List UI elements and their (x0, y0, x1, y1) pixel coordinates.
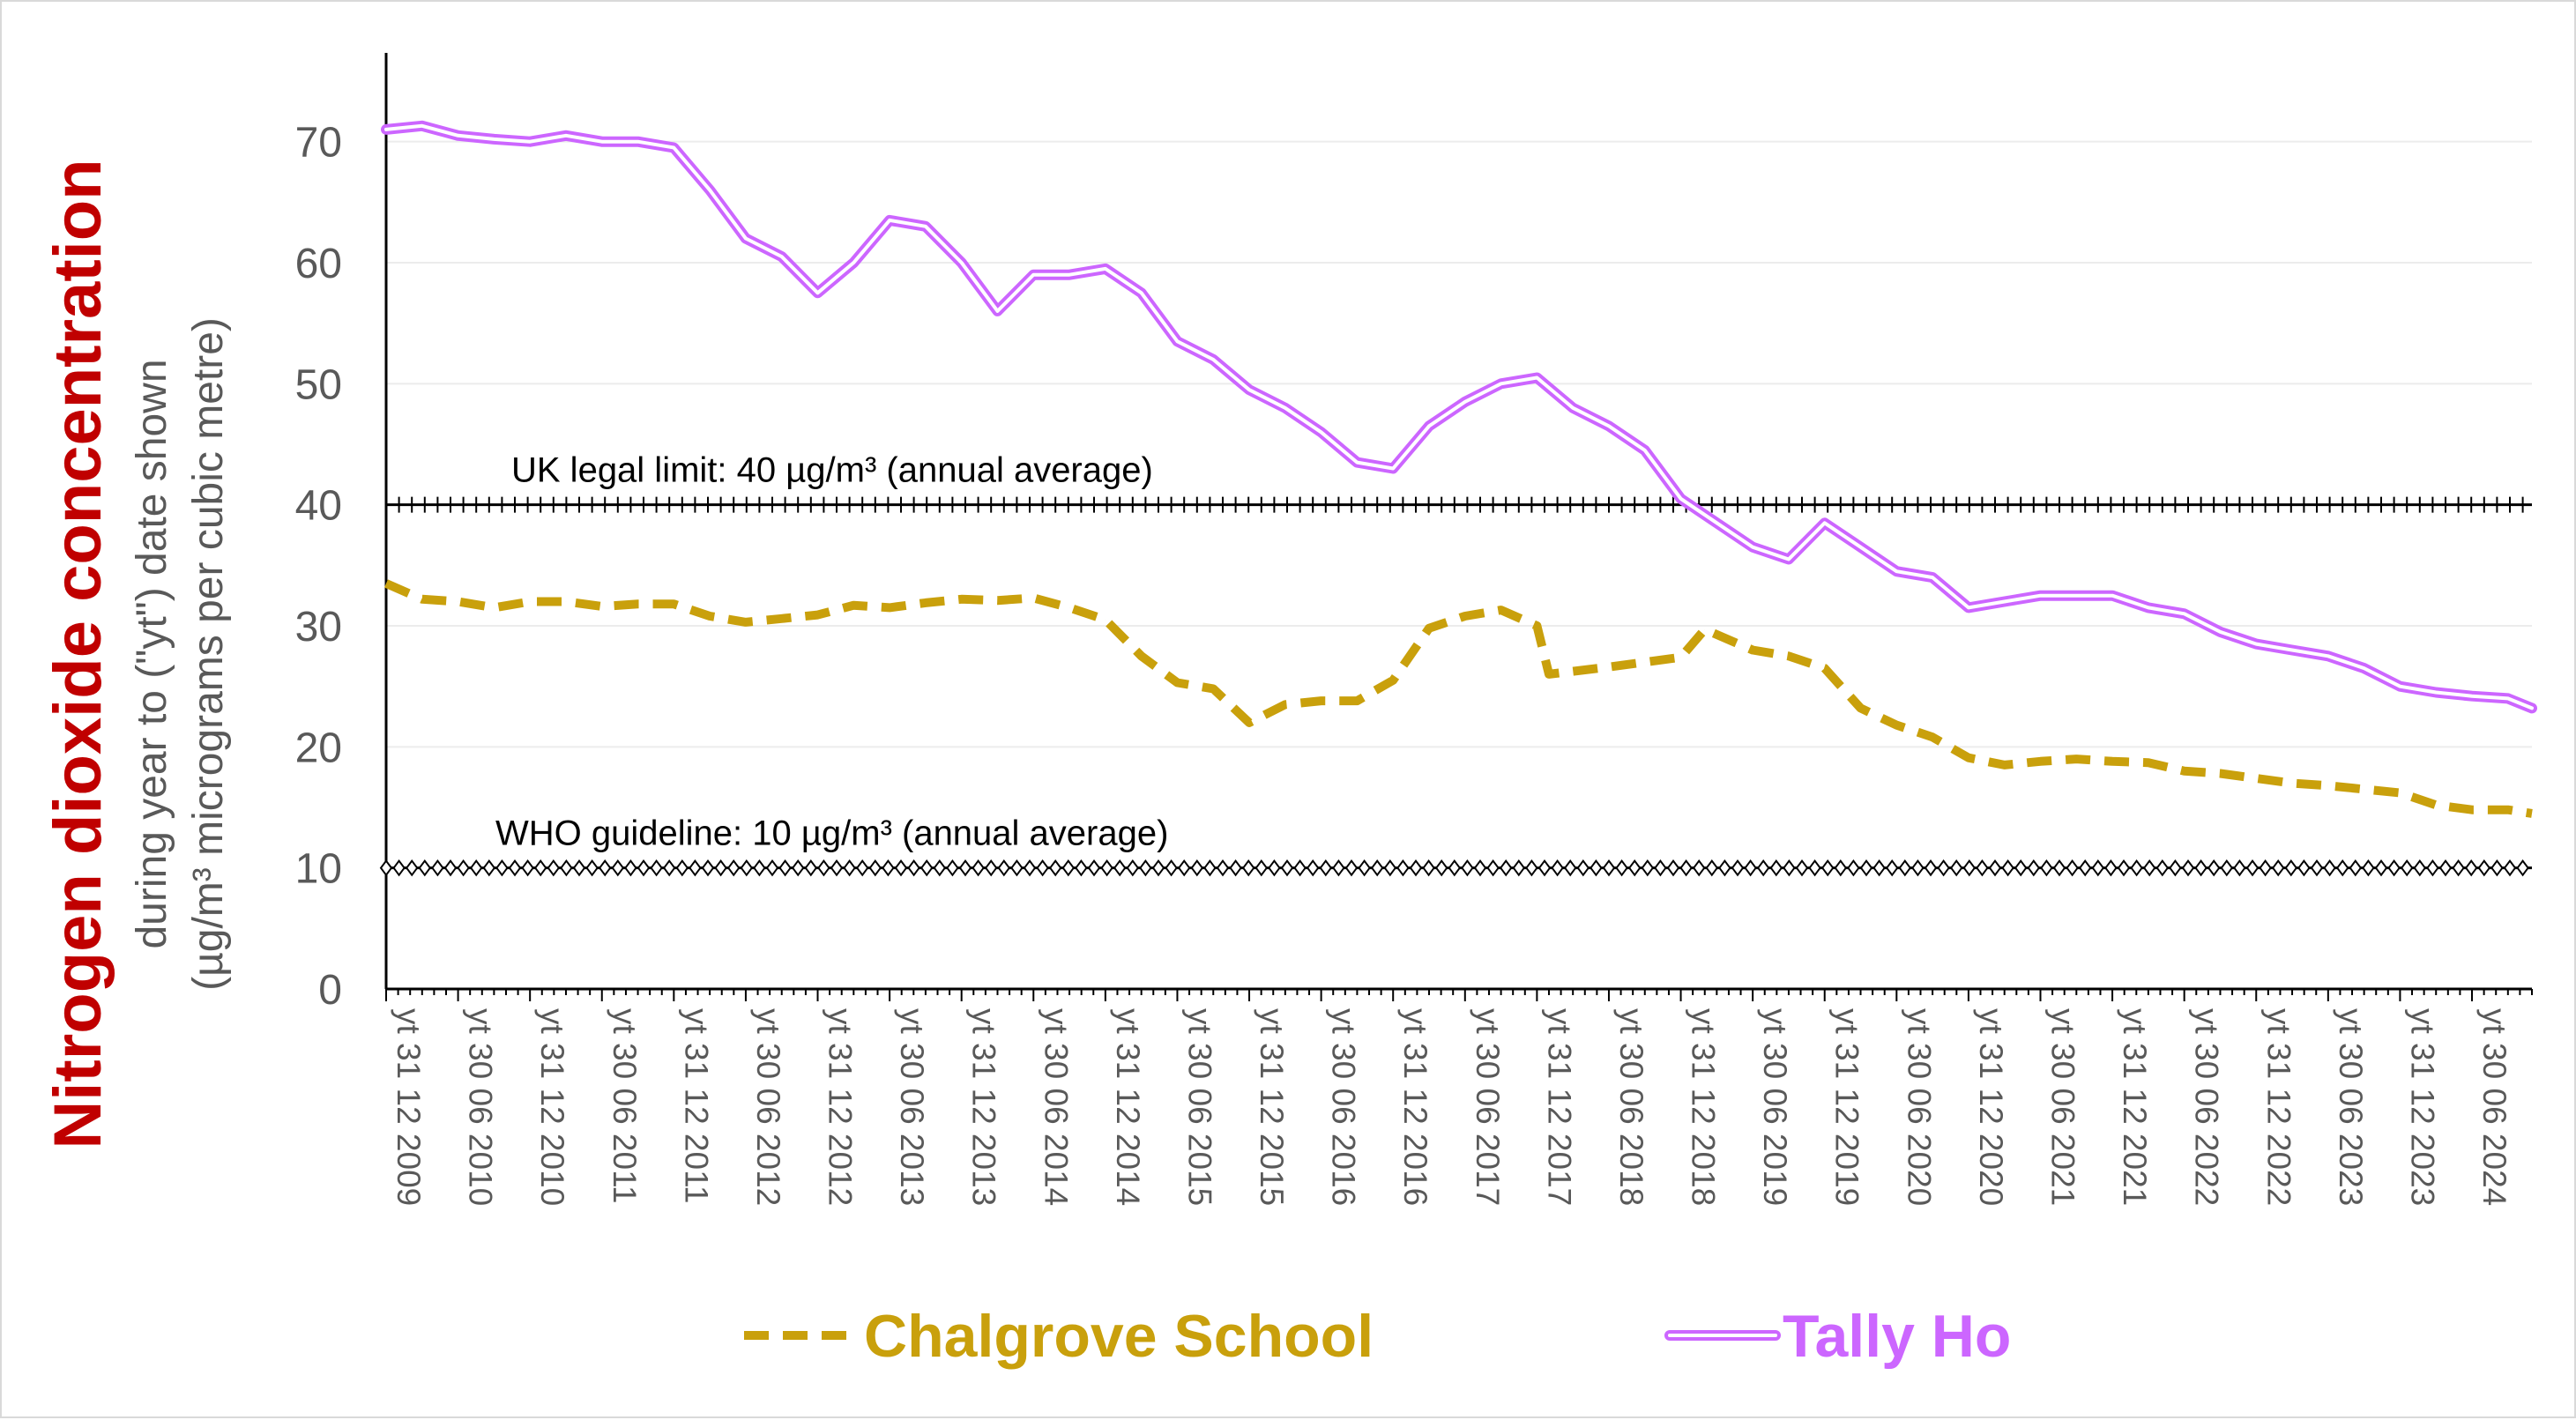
x-tick-label: yt 30 06 2019 (1757, 1008, 1793, 1206)
reference-label-10: WHO guideline: 10 µg/m³ (annual average) (495, 814, 1168, 853)
x-tick-label: yt 31 12 2022 (2260, 1008, 2297, 1206)
y-tick-label-30: 30 (295, 604, 342, 651)
x-tick-label: yt 31 12 2009 (391, 1008, 427, 1206)
x-tick-label: yt 30 06 2012 (750, 1008, 786, 1206)
series-line (386, 584, 2532, 814)
x-tick-label: yt 30 06 2010 (463, 1008, 499, 1206)
y-tick-labels: 0 10 20 30 40 50 60 70 (295, 120, 342, 1014)
x-tick-label: yt 30 06 2011 (607, 1008, 643, 1204)
x-tick-label: yt 31 12 2021 (2117, 1008, 2153, 1206)
x-tick-label: yt 31 12 2011 (678, 1008, 714, 1204)
x-tick-label: yt 31 12 2023 (2404, 1008, 2440, 1206)
legend-label: Tally Ho (1783, 1303, 2011, 1370)
x-tick-label: yt 31 12 2016 (1397, 1008, 1433, 1206)
y-tick-label-60: 60 (295, 241, 342, 287)
x-tick-label: yt 30 06 2020 (1901, 1008, 1937, 1206)
legend: Chalgrove School Tally Ho (744, 1303, 2011, 1370)
x-tick-label: yt 31 12 2018 (1686, 1008, 1722, 1206)
y-tick-label-0: 0 (318, 967, 342, 1014)
x-tick-label: yt 30 06 2017 (1470, 1008, 1506, 1206)
y-tick-label-70: 70 (295, 120, 342, 167)
x-tick-label: yt 30 06 2018 (1613, 1008, 1649, 1206)
x-tick-label: yt 31 12 2010 (534, 1008, 570, 1206)
x-tick-label: yt 30 06 2016 (1326, 1008, 1362, 1206)
x-tick-label: yt 31 12 2014 (1110, 1008, 1146, 1206)
x-tick-label: yt 30 06 2015 (1181, 1008, 1217, 1206)
y-tick-label-20: 20 (295, 725, 342, 771)
x-tick-label: yt 31 12 2012 (823, 1008, 859, 1206)
legend-item-chalgrove-school: Chalgrove School (744, 1303, 1374, 1370)
x-tick-label: yt 30 06 2013 (894, 1008, 930, 1206)
y-axis-titles: Nitrogen dioxide concentration during ye… (41, 159, 232, 1149)
series-chalgrove-school (386, 584, 2532, 814)
reference-lines: UK legal limit: 40 µg/m³ (annual average… (381, 451, 2532, 875)
y-tick-label-10: 10 (295, 846, 342, 893)
series-line-inner (386, 126, 2532, 709)
x-tick-label: yt 31 12 2015 (1254, 1008, 1290, 1206)
y-tick-label-40: 40 (295, 483, 342, 530)
x-tick-label: yt 30 06 2024 (2476, 1008, 2513, 1206)
y-axis-label-line2: (µg/m³ micrograms per cubic metre) (185, 317, 232, 991)
y-tick-label-50: 50 (295, 361, 342, 408)
chart-title: Nitrogen dioxide concentration (41, 159, 115, 1149)
reference-markers-10 (381, 861, 2528, 875)
legend-item-tally-ho: Tally Ho (1670, 1303, 2011, 1370)
y-axis-label-line1: during year to ("yt") date shown (129, 359, 175, 948)
series-tally-ho (386, 126, 2532, 709)
x-tick-label: yt 30 06 2022 (2189, 1008, 2225, 1206)
x-tick-label: yt 31 12 2013 (966, 1008, 1002, 1206)
x-tick-label: yt 31 12 2019 (1829, 1008, 1865, 1206)
x-tick-label: yt 30 06 2014 (1038, 1008, 1074, 1206)
x-tick-label: yt 30 06 2021 (2044, 1008, 2081, 1206)
series-line-outer (386, 126, 2532, 709)
legend-label: Chalgrove School (864, 1303, 1374, 1370)
reference-label-40: UK legal limit: 40 µg/m³ (annual average… (511, 451, 1153, 490)
x-tick-label: yt 31 12 2020 (1973, 1008, 2009, 1206)
x-tick-label: yt 31 12 2017 (1541, 1008, 1577, 1206)
x-tick-label: yt 30 06 2023 (2333, 1008, 2369, 1206)
x-tick-labels: yt 31 12 2009 yt 30 06 2010 yt 31 12 2010 y… (391, 1008, 2513, 1206)
